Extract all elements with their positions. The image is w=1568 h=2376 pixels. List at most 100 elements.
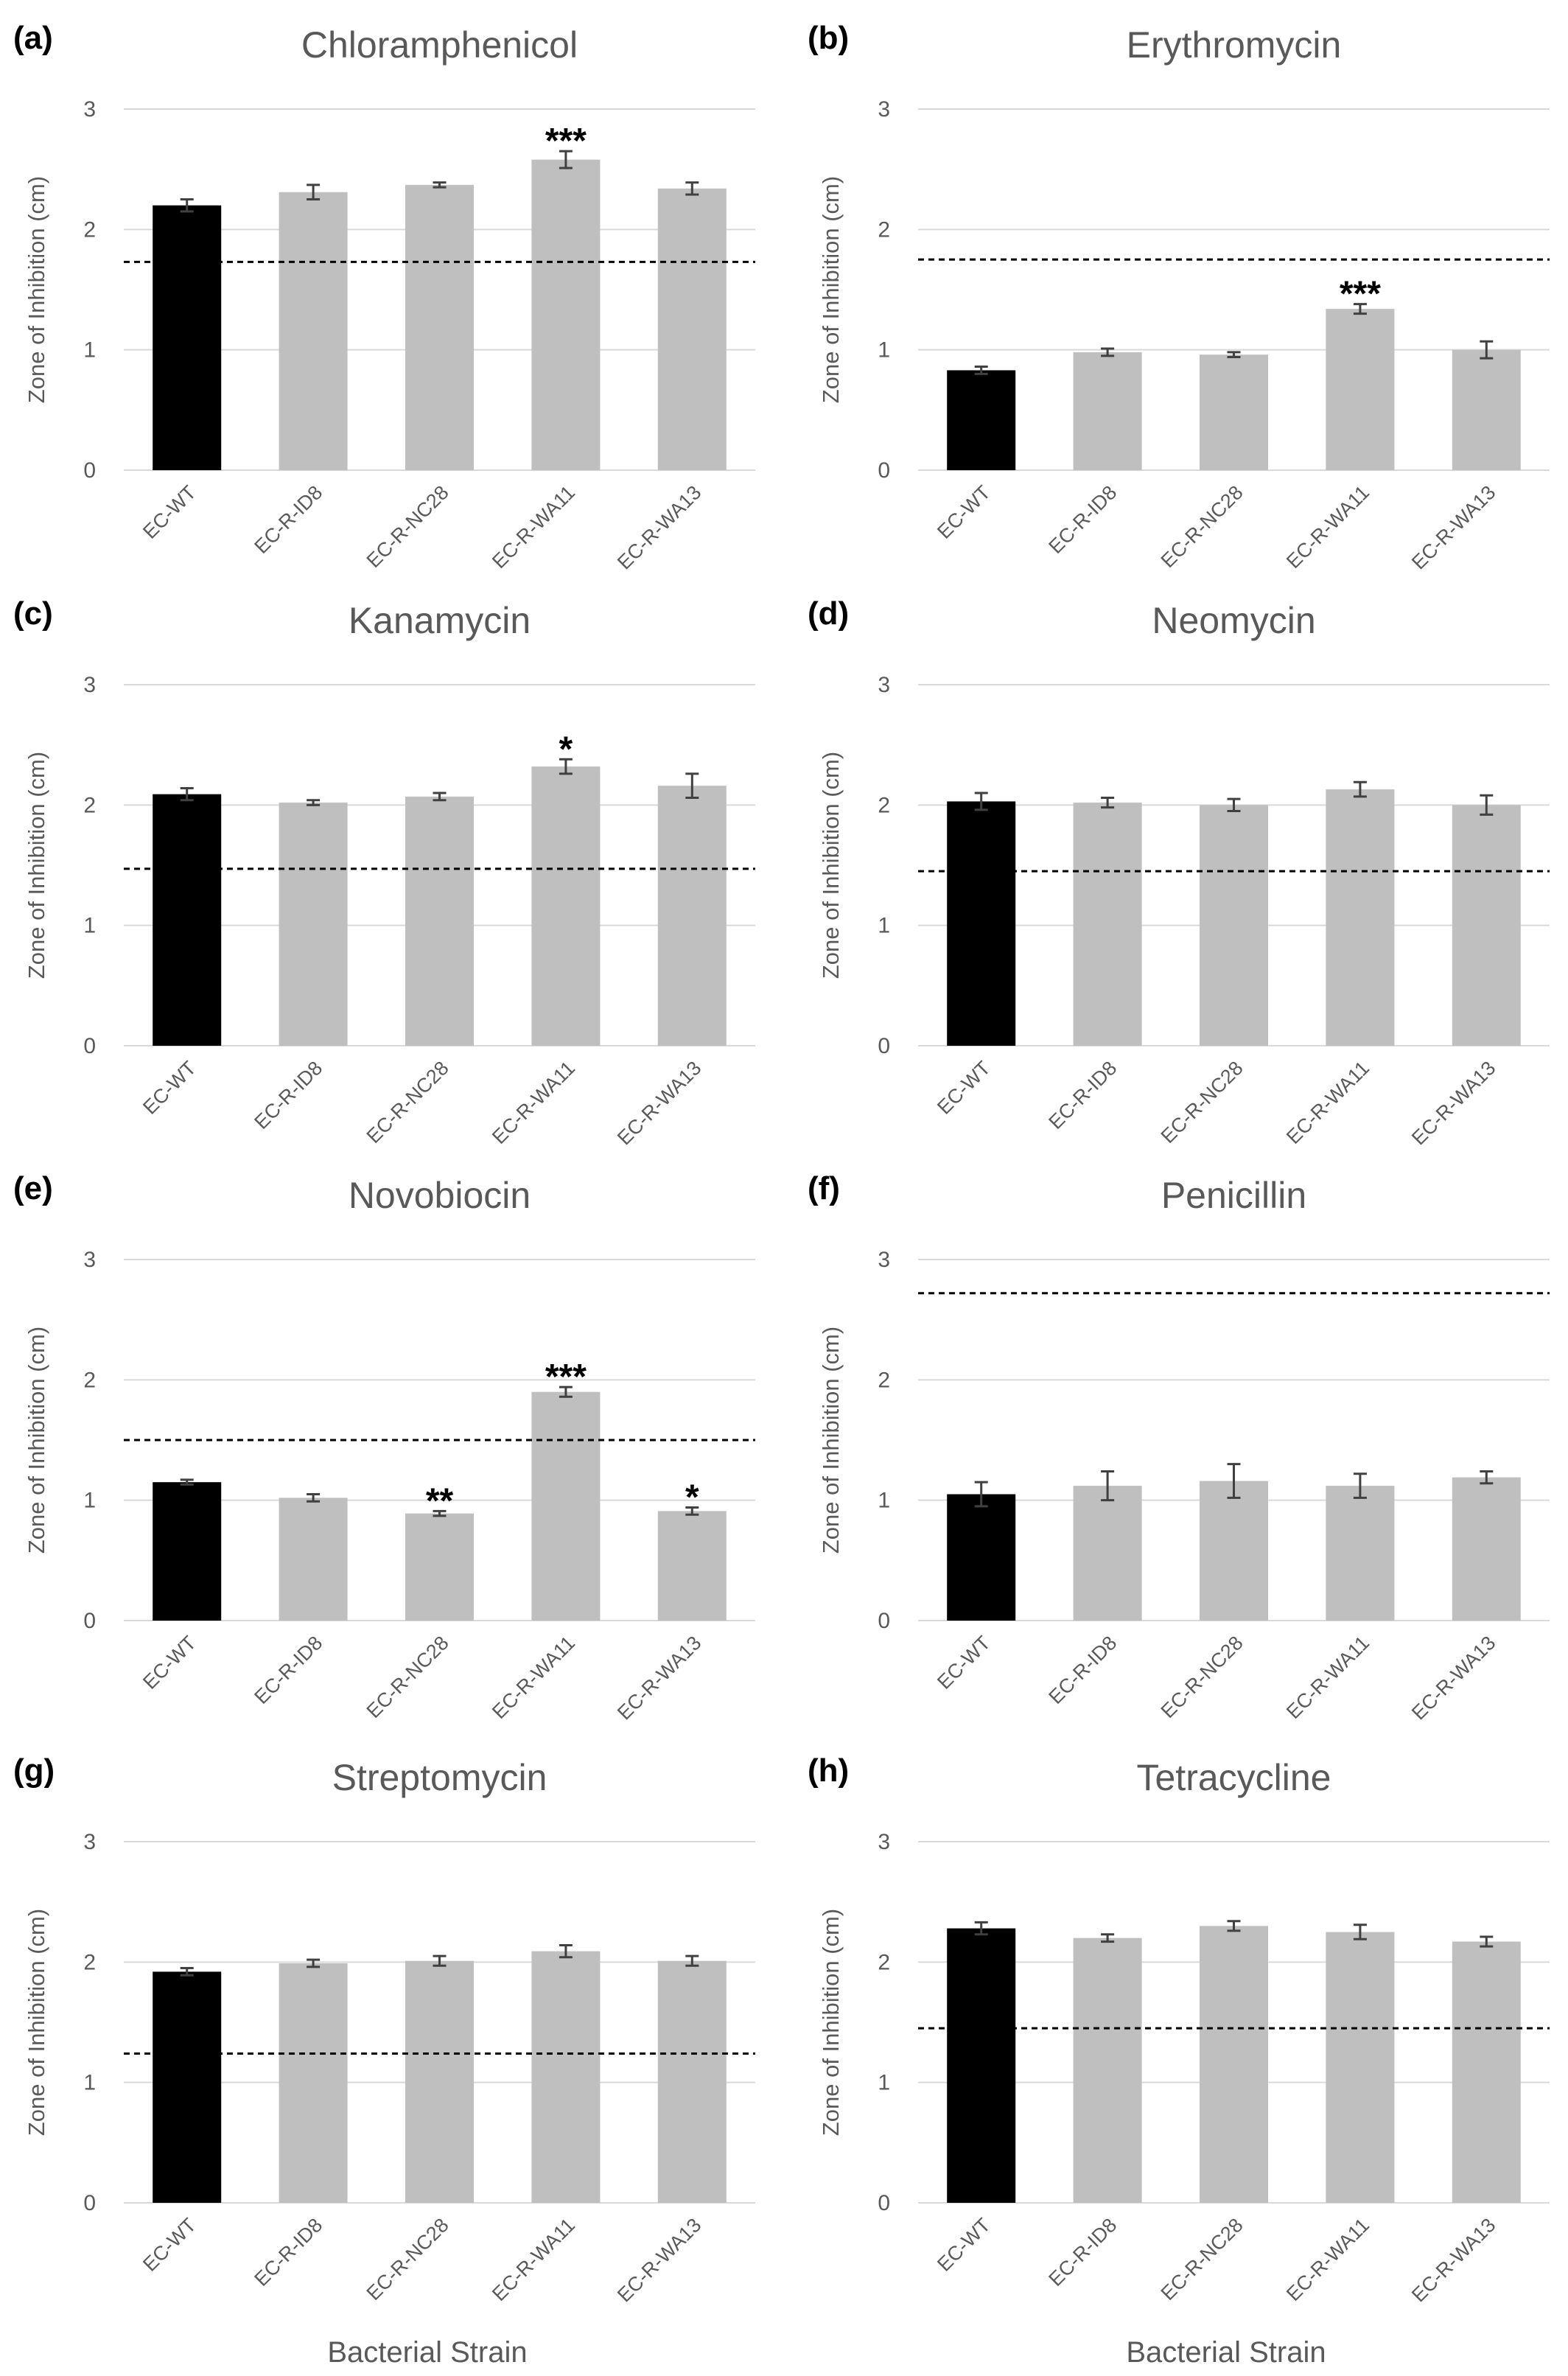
error-bar (1480, 1470, 1494, 1485)
y-tick-label: 3 (83, 1248, 96, 1272)
bar (1452, 1477, 1521, 1621)
chart-title: Chloramphenicol (301, 24, 578, 66)
error-bar (433, 181, 447, 189)
y-axis-label: Zone of Inhibition (cm) (818, 1327, 844, 1554)
y-tick-label: 3 (878, 97, 890, 122)
significance-marker: * (559, 730, 573, 769)
y-tick-label: 1 (83, 338, 96, 363)
category-label: EC-R-NC28 (1157, 1057, 1247, 1147)
error-bar (685, 772, 699, 800)
category-label: EC-R-ID8 (250, 2214, 326, 2291)
bar (1326, 1486, 1395, 1621)
error-bar (1353, 303, 1367, 315)
bar (657, 1960, 727, 2203)
y-tick-label: 2 (83, 1950, 96, 1974)
category-label: EC-R-ID8 (1044, 481, 1121, 558)
category-label: EC-WT (933, 481, 995, 543)
category-label: EC-R-WA13 (613, 2214, 706, 2307)
error-bar (180, 1967, 194, 1977)
chart-panel: (c) Kanamycin 0 1 2 3 Zone of Inhibition (cm) E… (13, 595, 755, 1150)
category-label: EC-R-NC28 (1157, 1632, 1247, 1722)
y-axis-label: Zone of Inhibition (cm) (818, 752, 844, 979)
bar (657, 188, 727, 471)
bar (405, 1513, 474, 1621)
error-bar (1480, 340, 1494, 360)
category-label: EC-R-WA11 (488, 1057, 579, 1148)
error-bar (685, 181, 699, 196)
error-bar (1101, 1470, 1115, 1502)
bottom-label-right: Bacterial Strain (1126, 2336, 1326, 2369)
bar (1073, 352, 1142, 470)
error-bar (433, 1509, 447, 1517)
bar (279, 1963, 348, 2203)
category-label: EC-R-NC28 (1157, 481, 1247, 572)
category-label: EC-WT (933, 1057, 995, 1119)
bar (1073, 803, 1142, 1046)
y-tick-label: 2 (83, 793, 96, 817)
bar (1200, 354, 1268, 470)
y-tick-label: 3 (83, 1830, 96, 1854)
error-bar (559, 1386, 573, 1398)
error-bar (559, 1943, 573, 1959)
bar (1326, 309, 1395, 470)
bar (279, 1498, 348, 1621)
y-axis-label: Zone of Inhibition (cm) (818, 1909, 844, 2136)
error-bar (180, 198, 194, 213)
chart-title: Neomycin (1152, 600, 1315, 641)
error-bar (1353, 1472, 1367, 1499)
error-bar (974, 1921, 988, 1936)
error-bar (685, 1506, 699, 1516)
category-label: EC-R-ID8 (250, 481, 326, 558)
error-bar (1480, 794, 1494, 816)
category-label: EC-R-WA11 (1282, 2214, 1373, 2305)
significance-marker: ** (426, 1481, 454, 1520)
chart-title: Penicillin (1161, 1175, 1306, 1216)
y-tick-label: 1 (878, 338, 890, 363)
chart-title: Erythromycin (1127, 24, 1342, 66)
bar (947, 370, 1016, 470)
category-label: EC-WT (139, 1632, 200, 1694)
bar (1073, 1486, 1142, 1621)
bar (153, 1971, 222, 2203)
panel-label: (f) (808, 1170, 840, 1206)
panel-label: (d) (808, 595, 849, 632)
bar (947, 801, 1016, 1046)
category-label: EC-R-NC28 (363, 1057, 453, 1147)
chart-panel: (d) Neomycin 0 1 2 3 Zone of Inhibition (cm) EC… (808, 595, 1550, 1150)
chart-panel: (b) Erythromycin 0 1 2 3 Zone of Inhibition (c… (808, 20, 1550, 574)
category-label: EC-R-WA11 (1282, 1632, 1373, 1723)
bar (1452, 1941, 1521, 2203)
y-tick-label: 1 (878, 914, 890, 938)
bar (531, 1951, 601, 2203)
y-tick-label: 0 (878, 458, 890, 483)
error-bar (180, 1478, 194, 1486)
category-label: EC-R-WA13 (1407, 1057, 1500, 1150)
error-bar (307, 799, 321, 806)
bar (1073, 1938, 1142, 2203)
bar (405, 1960, 474, 2203)
y-tick-label: 0 (83, 1609, 96, 1633)
error-bar (307, 184, 321, 200)
error-bar (974, 792, 988, 811)
y-tick-label: 0 (83, 1034, 96, 1058)
error-bar (685, 1954, 699, 1967)
panel-label: (g) (13, 1753, 55, 1789)
chart-title: Tetracycline (1137, 1757, 1331, 1798)
chart-panel: (a) Chloramphenicol 0 1 2 3 Zone of Inhibition… (13, 20, 755, 574)
category-label: EC-R-WA13 (613, 481, 706, 574)
error-bar (1353, 780, 1367, 798)
chart-panel: (f) Penicillin 0 1 2 3 Zone of Inhibition (cm)… (808, 1170, 1550, 1725)
bar (947, 1494, 1016, 1621)
category-label: EC-R-WA13 (1407, 1632, 1500, 1725)
error-bar (1101, 347, 1115, 357)
bar (947, 1928, 1016, 2203)
y-tick-label: 2 (878, 217, 890, 242)
bottom-label-left: Bacterial Strain (327, 2336, 527, 2369)
y-tick-label: 3 (878, 1248, 890, 1272)
error-bar (1480, 1935, 1494, 1948)
y-tick-label: 0 (878, 2191, 890, 2215)
category-label: EC-R-WA11 (488, 1632, 579, 1723)
bar (405, 184, 474, 470)
category-label: EC-WT (139, 481, 200, 543)
category-label: EC-R-NC28 (1157, 2214, 1247, 2305)
